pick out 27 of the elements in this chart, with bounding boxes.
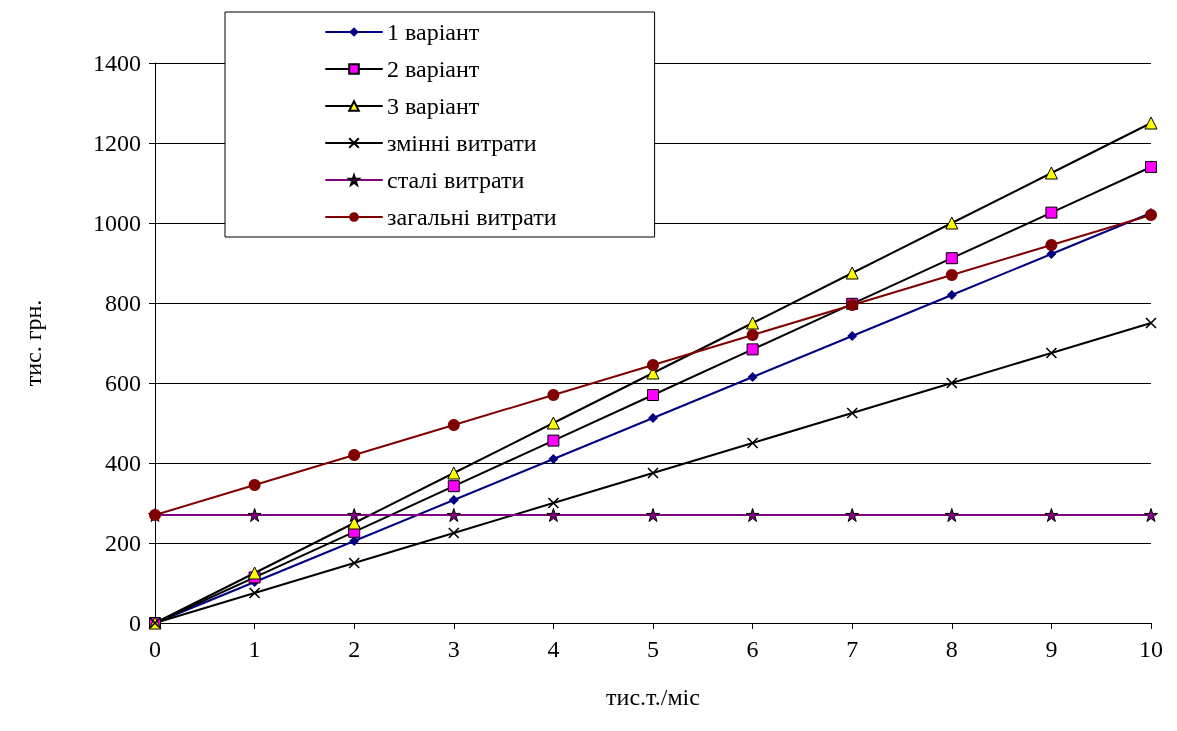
legend-label: загальні витрати (387, 204, 557, 230)
x-tick-label: 7 (846, 636, 859, 662)
x-tick-label: 4 (547, 636, 560, 662)
y-axis-title: тис. грн. (20, 299, 46, 387)
y-tick-label: 1200 (93, 130, 141, 156)
legend-label: сталі витрати (387, 167, 525, 193)
y-tick-label: 600 (105, 370, 141, 396)
x-tick-label: 10 (1139, 636, 1163, 662)
x-tick-label: 5 (647, 636, 659, 662)
legend-label: 2 варіант (387, 56, 480, 82)
y-tick-label: 200 (105, 530, 141, 556)
legend-label: змінні витрати (387, 130, 537, 156)
legend-label: 3 варіант (387, 93, 480, 119)
y-tick-label: 0 (129, 610, 141, 636)
legend-label: 1 варіант (387, 19, 480, 45)
y-tick-label: 1400 (93, 50, 141, 76)
y-tick-label: 800 (105, 290, 141, 316)
x-axis-title: тис.т./міс (606, 684, 700, 710)
x-tick-label: 8 (945, 636, 958, 662)
x-tick-label: 0 (149, 636, 161, 662)
y-tick-label: 1000 (93, 210, 141, 236)
x-tick-label: 2 (348, 636, 361, 662)
y-tick-label: 400 (105, 450, 141, 476)
x-tick-label: 9 (1045, 636, 1058, 662)
x-tick-label: 1 (248, 636, 261, 662)
x-tick-label: 6 (746, 636, 759, 662)
x-tick-label: 3 (447, 636, 460, 662)
